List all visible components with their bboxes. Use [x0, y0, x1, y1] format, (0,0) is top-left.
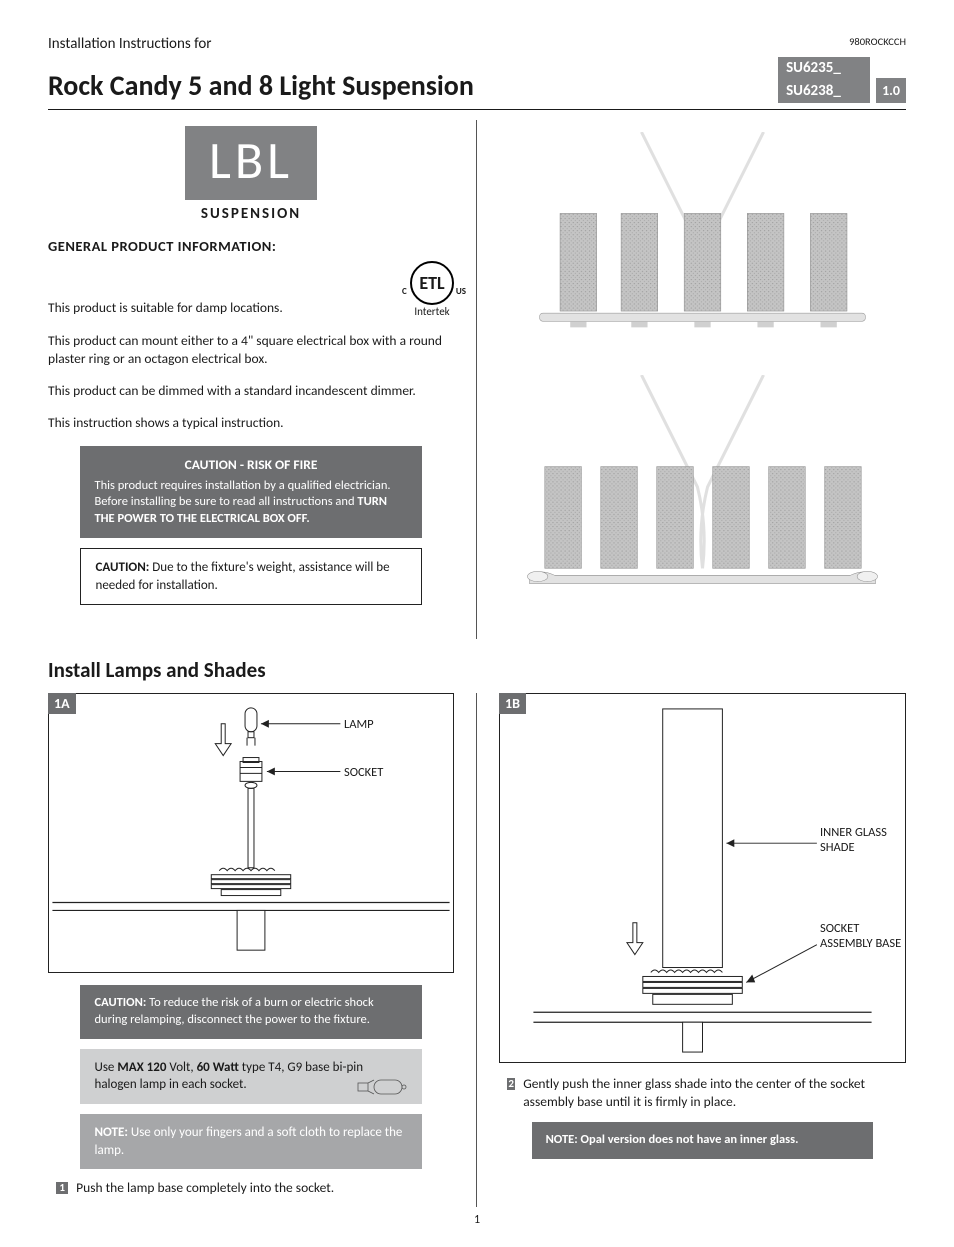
info-p1: This product is suitable for damp locati… — [48, 299, 283, 317]
caution-weight: CAUTION: Due to the fixture's weight, as… — [80, 548, 421, 605]
etl-mark: ETL Intertek — [410, 261, 454, 318]
etl-label: Intertek — [414, 305, 449, 318]
callout-inner-shade: INNER GLASS SHADE — [820, 826, 905, 855]
caution-fire-body: This product requires installation by a … — [94, 478, 390, 527]
etl-icon: ETL — [410, 261, 454, 305]
caution-relamp: CAUTION: To reduce the risk of a burn or… — [80, 985, 421, 1039]
fixture-5-light-diagram — [499, 132, 906, 346]
caution-weight-bold: CAUTION: — [95, 560, 149, 575]
step-1a-label: 1A — [48, 693, 76, 714]
callout-socket-base: SOCKET ASSEMBLY BASE — [820, 922, 905, 951]
diagram-1b: 1B IN — [499, 693, 906, 1063]
step-1-body: Push the lamp base completely into the s… — [76, 1179, 334, 1197]
info-p3: This product can be dimmed with a standa… — [48, 382, 454, 400]
note-opal: NOTE: Opal version does not have an inne… — [532, 1122, 874, 1159]
callout-lamp: LAMP — [344, 718, 374, 732]
note-fingers-body: Use only your fingers and a soft cloth t… — [94, 1125, 402, 1158]
caution-fire-title: CAUTION - RISK OF FIRE — [94, 456, 407, 474]
note-fingers: NOTE: Use only your fingers and a soft c… — [80, 1114, 421, 1169]
diagram-1a-svg — [49, 694, 453, 972]
info-p2: This product can mount either to a 4" sq… — [48, 332, 454, 368]
caution-fire: CAUTION - RISK OF FIRE This product requ… — [80, 446, 421, 538]
page-number: 1 — [48, 1213, 906, 1227]
lamp-spec-box: Use MAX 120 Volt, 60 Watt type T4, G9 ba… — [80, 1049, 421, 1104]
note-opal-text: NOTE: Opal version does not have an inne… — [546, 1132, 799, 1147]
step-2-text: 2 Gently push the inner glass shade into… — [507, 1075, 898, 1111]
fixture-8-light-diagram — [499, 375, 906, 609]
step-2-bullet: 2 — [507, 1078, 515, 1090]
note-fingers-bold: NOTE: — [94, 1125, 127, 1140]
general-info-heading: GENERAL PRODUCT INFORMATION: — [48, 237, 454, 255]
step-2-body: Gently push the inner glass shade into t… — [523, 1075, 898, 1111]
step-1-bullet: 1 — [56, 1182, 68, 1194]
info-p4: This instruction shows a typical instruc… — [48, 414, 454, 432]
step-1b-label: 1B — [499, 693, 526, 714]
sku-1: SU6235_ — [778, 57, 870, 80]
callout-socket: SOCKET — [344, 766, 383, 780]
diagram-1a: 1A — [48, 693, 454, 973]
doc-number: 980ROCKCCH — [849, 35, 906, 48]
brand-subtitle: SUSPENSION — [201, 205, 301, 223]
pre-title: Installation Instructions for — [48, 35, 906, 53]
diagram-1b-svg — [500, 694, 905, 1062]
bulb-icon — [356, 1078, 412, 1096]
sku-2: SU6238_ — [778, 80, 870, 103]
caution-relamp-bold: CAUTION: — [94, 995, 146, 1010]
install-heading: Install Lamps and Shades — [48, 657, 906, 683]
page-title: Rock Candy 5 and 8 Light Suspension — [48, 68, 474, 103]
step-1-text: 1 Push the lamp base completely into the… — [56, 1179, 446, 1197]
version-box: 1.0 — [876, 78, 906, 103]
brand-logo: LBL — [185, 126, 317, 200]
